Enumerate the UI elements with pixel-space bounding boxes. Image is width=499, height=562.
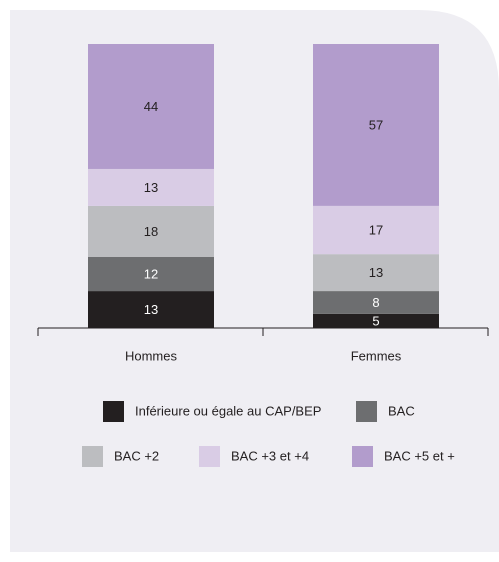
bar-segment — [88, 291, 214, 328]
value-label: 13 — [144, 180, 158, 195]
bar-segment — [88, 168, 214, 206]
bar-segment — [313, 291, 439, 314]
value-label: 57 — [369, 117, 383, 132]
bar-segment — [313, 44, 439, 206]
value-label: 17 — [369, 222, 383, 237]
x-tick-label: Femmes — [351, 348, 402, 363]
legend-label: BAC +5 et + — [384, 448, 455, 463]
legend-swatch — [352, 446, 373, 467]
bar-segment — [88, 257, 214, 292]
legend-label: BAC +3 et +4 — [231, 448, 309, 463]
legend-swatch — [103, 401, 124, 422]
value-label: 18 — [144, 224, 158, 239]
value-label: 44 — [144, 99, 158, 114]
bar-segment — [313, 313, 439, 328]
legend-label: BAC — [388, 403, 415, 418]
bar-segment — [313, 205, 439, 255]
legend-swatch — [356, 401, 377, 422]
bar-segment — [88, 44, 214, 169]
legend-swatch — [199, 446, 220, 467]
legend-swatch — [82, 446, 103, 467]
bar-segment — [88, 205, 214, 257]
value-label: 5 — [372, 313, 379, 328]
value-label: 13 — [144, 302, 158, 317]
value-label: 12 — [144, 266, 158, 281]
value-label: 13 — [369, 265, 383, 280]
bar-segment — [313, 254, 439, 292]
value-label: 8 — [372, 295, 379, 310]
x-tick-label: Hommes — [125, 348, 178, 363]
legend-label: Inférieure ou égale au CAP/BEP — [135, 403, 321, 418]
legend-label: BAC +2 — [114, 448, 159, 463]
